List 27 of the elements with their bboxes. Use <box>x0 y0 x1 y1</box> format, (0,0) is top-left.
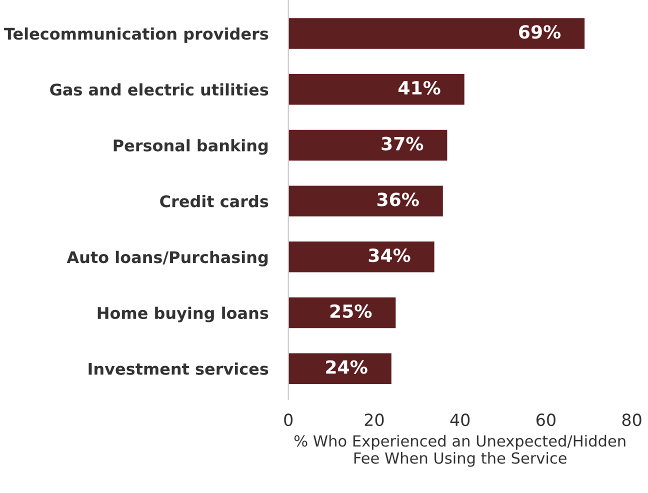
data-label: 37% <box>382 136 424 150</box>
y-tick-label: Investment services <box>88 362 268 375</box>
bar <box>288 186 443 216</box>
bar <box>288 74 464 105</box>
bar <box>288 130 448 161</box>
bar <box>288 353 392 384</box>
y-tick-label: Personal banking <box>114 139 268 155</box>
bar <box>288 297 396 328</box>
bar <box>288 242 434 272</box>
data-label: 24% <box>326 360 368 374</box>
x-tick-label: 40 <box>450 414 470 426</box>
x-tick-label: 0 <box>284 414 293 426</box>
y-tick-label: Gas and electric utilities <box>50 83 268 96</box>
data-label: 41% <box>398 80 440 95</box>
x-tick-label: 20 <box>364 414 384 426</box>
y-tick-label: Auto loans/Purchasing <box>66 250 268 266</box>
y-tick-label: Telecommunication providers <box>4 27 268 43</box>
y-tick-label: Credit cards <box>160 194 268 208</box>
data-label: 36% <box>377 192 419 206</box>
x-tick-label: 60 <box>536 414 556 426</box>
data-label: 69% <box>519 25 561 39</box>
x-axis-title: % Who Experienced an Unexpected/Hidden Fee When Using the Service <box>294 434 626 467</box>
data-label: 34% <box>368 248 410 262</box>
x-tick-label: 80 <box>622 414 642 426</box>
y-tick-label: Home buying loans <box>98 306 268 322</box>
bar <box>288 18 585 49</box>
data-label: 25% <box>330 304 372 318</box>
